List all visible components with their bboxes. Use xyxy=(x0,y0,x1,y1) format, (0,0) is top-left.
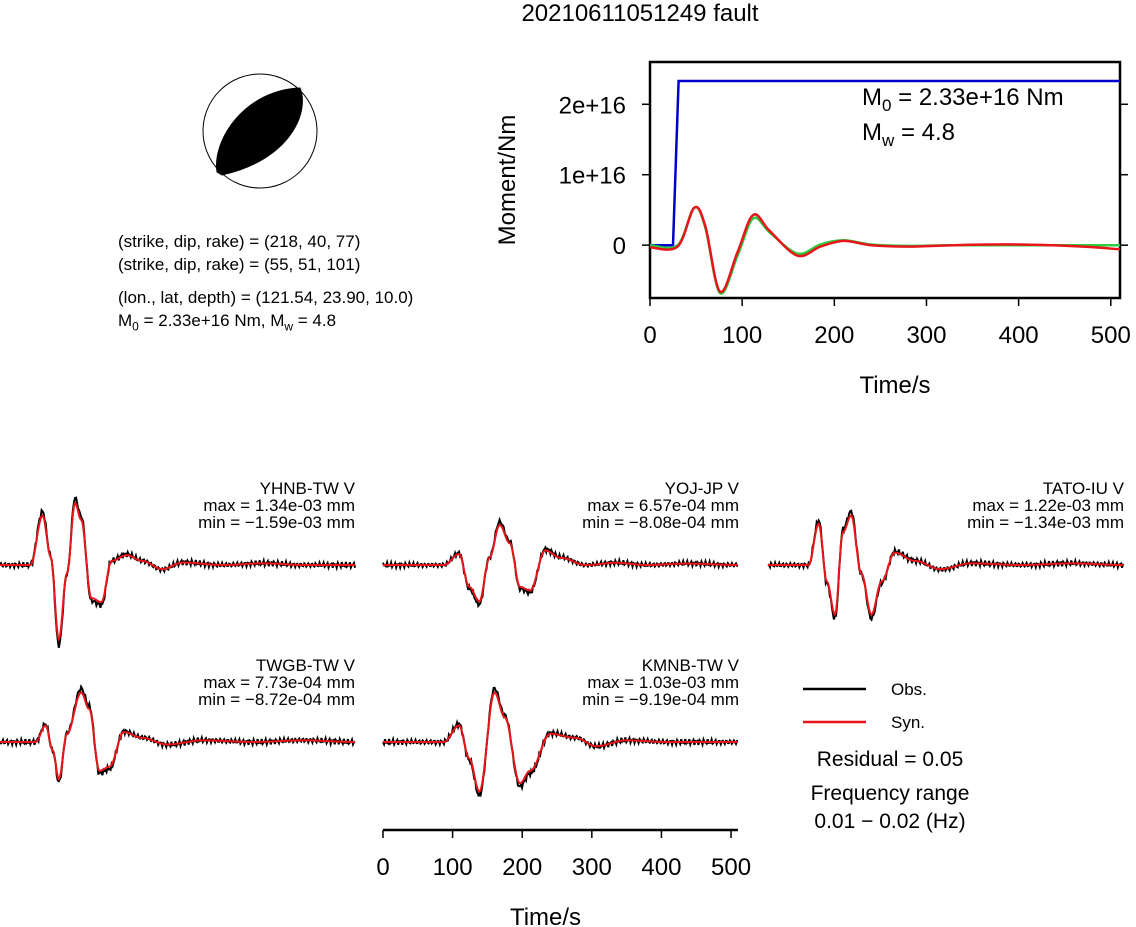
moment-ytick-label-2: 2e+16 xyxy=(559,92,626,119)
moment-series-2 xyxy=(649,205,1121,294)
info-nodal-plane-1: (strike, dip, rake) = (218, 40, 77) xyxy=(118,232,361,251)
moment-xtick-label-2: 200 xyxy=(814,322,854,349)
moment-series-1 xyxy=(649,206,1120,295)
frequency-range-value: 0.01 − 0.02 (Hz) xyxy=(814,810,966,833)
moment-xtick-label-0: 0 xyxy=(643,322,656,349)
waveform-syn-4 xyxy=(0,691,355,782)
moment-xtick-label-4: 400 xyxy=(999,322,1039,349)
frequency-range-label: Frequency range xyxy=(810,782,970,805)
moment-ytick-label-1: 1e+16 xyxy=(559,163,626,190)
waveform-syn-5 xyxy=(383,691,738,793)
waveform-xtick-label-4: 400 xyxy=(641,854,681,881)
moment-series-0 xyxy=(650,79,1120,247)
moment-xtick-label-1: 100 xyxy=(722,322,762,349)
info-nodal-plane-2: (strike, dip, rake) = (55, 51, 101) xyxy=(118,255,361,274)
waveform-time-axis: 0 100 200 300 400 500 Time/s xyxy=(376,828,751,927)
waveform-syn-3 xyxy=(768,514,1123,617)
waveform-xlabel: Time/s xyxy=(510,904,581,927)
stf-mw-annotation: Mw = 4.8 xyxy=(862,119,955,150)
waveform-xtick-label-5: 500 xyxy=(711,854,751,881)
waveform-xtick-label-3: 300 xyxy=(572,854,612,881)
waveform-xtick-label-1: 100 xyxy=(433,854,473,881)
moment-ytick-label-0: 0 xyxy=(613,233,626,260)
legend-syn-label: Syn. xyxy=(891,713,926,732)
moment-xtick-label-5: 500 xyxy=(1091,322,1131,349)
waveform-syn-2 xyxy=(383,523,738,603)
moment-xlabel: Time/s xyxy=(859,372,930,399)
info-location: (lon., lat, depth) = (121.54, 23.90, 10.… xyxy=(118,288,414,307)
stf-m0-annotation: M0 = 2.33e+16 Nm xyxy=(862,84,1064,115)
moment-plot-frame xyxy=(648,60,1122,300)
residual-text: Residual = 0.05 xyxy=(816,748,964,771)
moment-plot: 0 100 200 300 400 500 0 1e+16 2e+16 Time/s Moment/… xyxy=(494,60,1131,399)
moment-axes: 0 100 200 300 400 500 0 1e+16 2e+16 Time/s Moment/… xyxy=(494,92,1131,399)
beachball xyxy=(202,73,318,189)
moment-xtick-label-3: 300 xyxy=(906,322,946,349)
moment-series-group xyxy=(649,79,1121,295)
waveform-series-group xyxy=(0,496,1124,798)
waveform-xtick-label-2: 200 xyxy=(502,854,542,881)
figure-title: 20210611051249 fault xyxy=(521,0,759,27)
waveform-xtick-label-0: 0 xyxy=(376,854,389,881)
waveform-syn-1 xyxy=(0,501,355,643)
legend-obs-label: Obs. xyxy=(891,680,927,699)
moment-ylabel: Moment/Nm xyxy=(494,115,521,246)
info-moment: M0 = 2.33e+16 Nm, Mw = 4.8 xyxy=(118,311,337,334)
